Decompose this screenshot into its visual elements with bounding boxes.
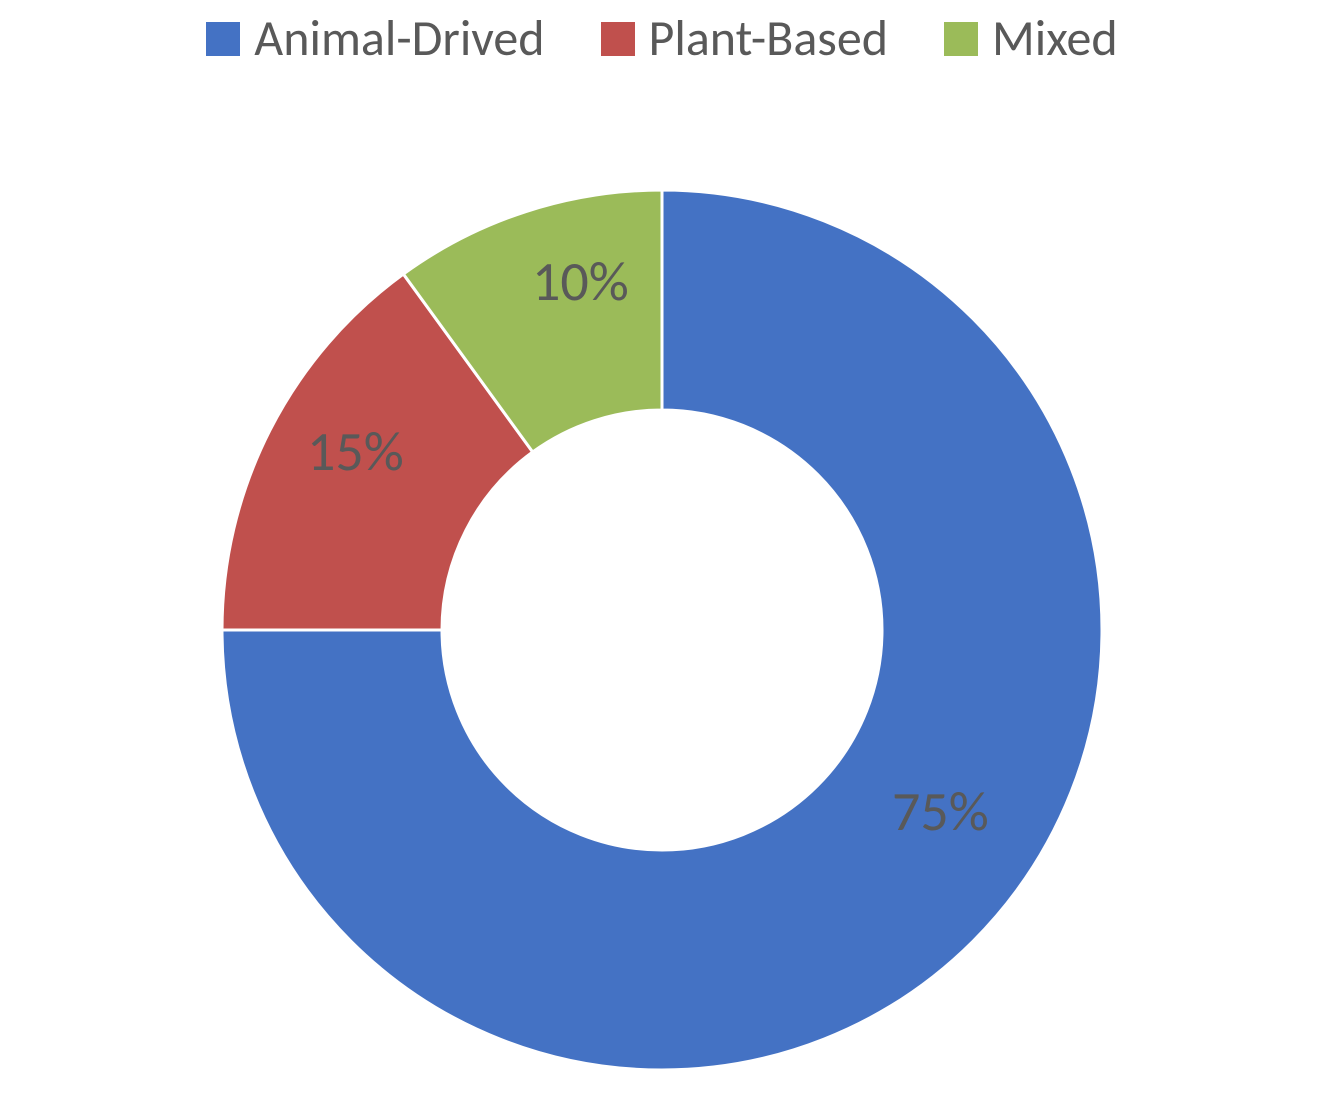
legend-swatch bbox=[601, 22, 635, 56]
donut-slices bbox=[222, 190, 1102, 1070]
donut-chart: 75% 15% 10% bbox=[212, 180, 1112, 1080]
donut-svg: 75% 15% 10% bbox=[212, 180, 1112, 1080]
legend-item-mixed: Mixed bbox=[944, 8, 1118, 69]
legend: Animal-Drived Plant-Based Mixed bbox=[0, 8, 1324, 69]
label-animal-drived: 75% bbox=[892, 778, 989, 846]
legend-item-animal-drived: Animal-Drived bbox=[206, 8, 544, 69]
label-plant-based: 15% bbox=[307, 418, 404, 486]
legend-swatch bbox=[206, 22, 240, 56]
legend-label: Plant-Based bbox=[649, 8, 888, 69]
legend-label: Animal-Drived bbox=[254, 8, 544, 69]
label-mixed: 10% bbox=[532, 248, 629, 316]
legend-swatch bbox=[944, 22, 978, 56]
legend-item-plant-based: Plant-Based bbox=[601, 8, 888, 69]
legend-label: Mixed bbox=[992, 8, 1118, 69]
